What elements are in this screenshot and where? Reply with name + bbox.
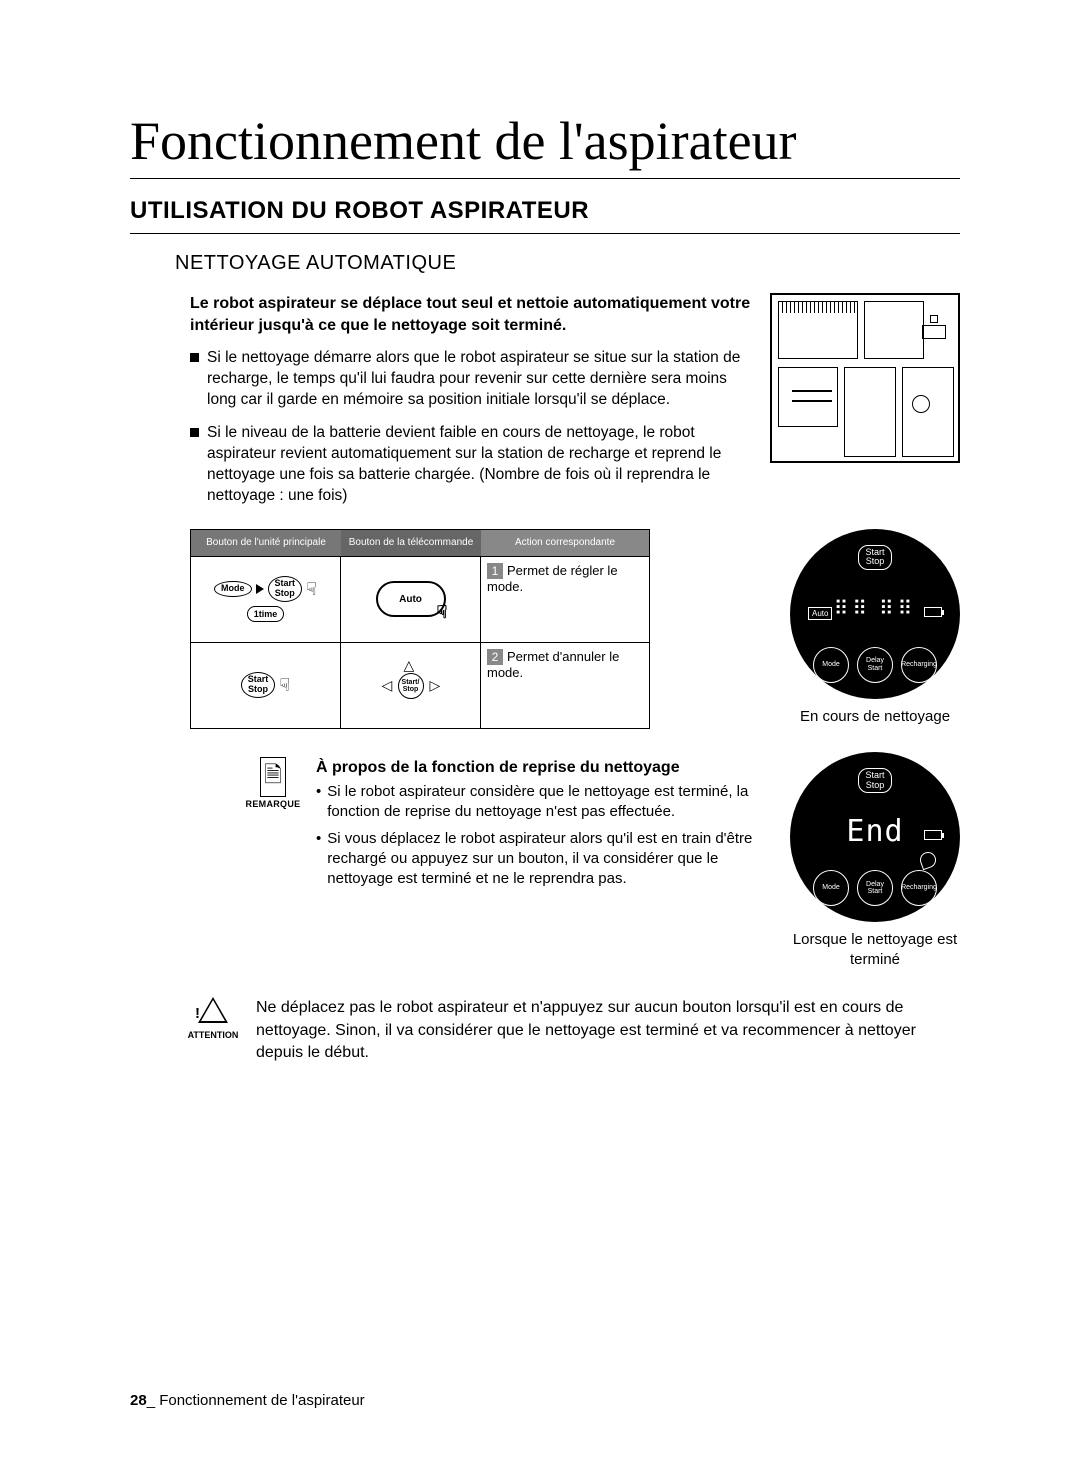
intro-bold: Le robot aspirateur se déplace tout seul… [190,293,752,336]
hand-pointer-icon: ☟ [437,602,448,623]
robot-display-cleaning: Start Stop Auto ⠿⠿ ⠿⠿ Mode Delay Start R… [790,529,960,699]
play-icon [256,584,264,594]
display-recharging-button: Recharging [901,870,937,906]
display-start-stop: Start Stop [858,768,891,793]
chapter-title: Fonctionnement de l'aspirateur [130,110,960,179]
hand-pointer-icon: ☟ [279,675,290,696]
action-text: Permet de régler le mode. [487,563,618,594]
bullet-item: Si le nettoyage démarre alors que le rob… [190,348,752,411]
section-rule [130,233,960,234]
display-delay-button: Delay Start [857,870,893,906]
attention-text: Ne déplacez pas le robot aspirateur et n… [256,997,960,1064]
display-delay-button: Delay Start [857,647,893,683]
note-label-col: 🗎 REMARQUE [240,757,306,896]
battery-icon [924,830,942,840]
robot-display-end: Start Stop End Mode Delay Start Rechargi… [790,752,960,922]
attention-word: ATTENTION [180,1030,246,1040]
remote-dpad-icon: △ ◁ ▷ Start/ Stop [376,655,446,715]
attention-label-col: ! ATTENTION [180,997,246,1064]
section-title: UTILISATION DU ROBOT ASPIRATEUR [130,197,960,225]
display-caption: Lorsque le nettoyage est terminé [790,930,960,969]
controls-table: Bouton de l'unité principale Bouton de l… [190,529,650,729]
square-bullet-icon [190,428,199,437]
remote-cell: Auto ☟ [341,557,481,642]
footer-text: Fonctionnement de l'aspirateur [155,1392,365,1409]
display-start-stop: Start Stop [858,545,891,570]
note-title: À propos de la fonction de reprise du ne… [316,757,760,779]
note-icon: 🗎 [260,757,286,797]
footer-sep: _ [147,1392,155,1409]
digit-dots-icon: ⠿⠿ [879,601,916,615]
display-caption: En cours de nettoyage [800,707,950,727]
action-cell: 1Permet de régler le mode. [481,557,649,642]
bullet-text: Si le nettoyage démarre alors que le rob… [207,348,752,411]
action-text: Permet d'annuler le mode. [487,649,619,680]
start-stop-button-icon: Start Stop [241,672,276,698]
action-cell: 2Permet d'annuler le mode. [481,643,649,728]
digit-dots-icon: ⠿⠿ [834,601,871,615]
note-item: Si vous déplacez le robot aspirateur alo… [316,829,760,890]
main-unit-cell: Mode Start Stop ☟ 1time [191,557,341,642]
square-bullet-icon [190,353,199,362]
note-item-text: Si le robot aspirateur considère que le … [327,782,760,823]
display-recharging-button: Recharging [901,647,937,683]
remote-auto-button-icon: Auto ☟ [376,581,446,617]
step-number: 2 [487,649,503,665]
bullet-text: Si le niveau de la batterie devient faib… [207,423,752,507]
onetime-label: 1time [247,606,285,622]
left-arrow-icon: ◁ [382,677,393,694]
bullet-item: Si le niveau de la batterie devient faib… [190,423,752,507]
display-mode-button: Mode [813,870,849,906]
note-word: REMARQUE [240,799,306,809]
table-row: Mode Start Stop ☟ 1time Auto ☟ 1Permet d… [191,556,649,642]
main-unit-cell: Start Stop ☟ [191,643,341,728]
dpad-center-label: Start/ Stop [398,673,424,699]
note-item-text: Si vous déplacez le robot aspirateur alo… [327,829,760,890]
right-arrow-icon: ▷ [430,677,441,694]
table-row: Start Stop ☟ △ ◁ ▷ Start/ Stop 2Permet d… [191,642,649,728]
table-header: Bouton de l'unité principale [191,530,341,556]
up-arrow-icon: △ [404,657,415,674]
auto-label: Auto [399,594,422,605]
step-number: 1 [487,563,503,579]
hand-pointer-icon: ☟ [306,579,317,600]
display-auto-badge: Auto [808,607,832,620]
note-item: Si le robot aspirateur considère que le … [316,782,760,823]
battery-icon [924,607,942,617]
remote-cell: △ ◁ ▷ Start/ Stop [341,643,481,728]
note-body: À propos de la fonction de reprise du ne… [316,757,760,896]
end-text: End [846,814,903,849]
subsection-title: NETTOYAGE AUTOMATIQUE [175,252,960,275]
table-header-row: Bouton de l'unité principale Bouton de l… [191,530,649,556]
table-header: Bouton de la télécommande [341,530,481,556]
return-icon [918,850,939,871]
exclamation-icon: ! [195,1005,200,1022]
page-footer: 28_ Fonctionnement de l'aspirateur [130,1392,365,1409]
floorplan-diagram [770,293,960,463]
warning-triangle-icon [198,997,228,1023]
mode-button-icon: Mode [214,581,252,597]
start-stop-button-icon: Start Stop [268,576,303,602]
table-header: Action correspondante [481,530,649,556]
page-number: 28 [130,1392,147,1409]
display-mode-button: Mode [813,647,849,683]
